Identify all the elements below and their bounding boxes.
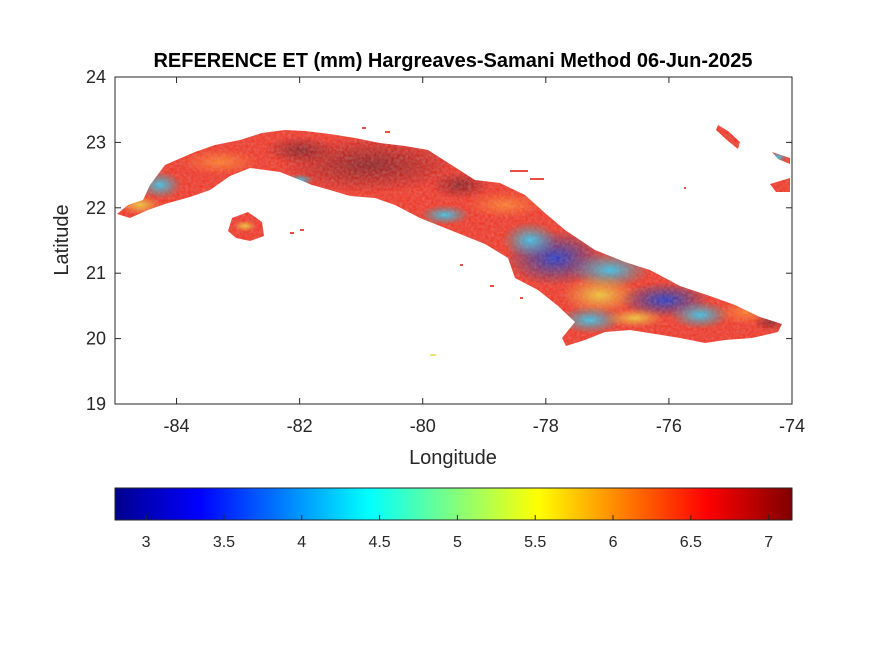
x-axis: -84 -82 -80 -78 -76 -74 bbox=[164, 77, 805, 436]
colorbar-tick-label: 4 bbox=[297, 534, 306, 551]
axes-box bbox=[114, 76, 793, 405]
y-tick-label: 19 bbox=[86, 394, 106, 414]
x-tick-label: -82 bbox=[287, 416, 313, 436]
x-axis-label: Longitude bbox=[409, 447, 497, 469]
x-tick-label: -74 bbox=[779, 416, 805, 436]
x-tick-label: -78 bbox=[533, 416, 559, 436]
y-tick-label: 20 bbox=[86, 329, 106, 349]
colorbar-tick-label: 7 bbox=[764, 534, 773, 551]
colorbar: 3 3.5 4 4.5 5 5.5 6 6.5 7 bbox=[114, 487, 793, 551]
colorbar-tick-label: 6 bbox=[609, 534, 618, 551]
y-tick-label: 22 bbox=[86, 198, 106, 218]
colorbar-tick-label: 5.5 bbox=[524, 534, 546, 551]
cays-fragments bbox=[290, 127, 686, 356]
x-tick-label: -76 bbox=[656, 416, 682, 436]
x-tick-label: -80 bbox=[410, 416, 436, 436]
colorbar-tick-label: 4.5 bbox=[368, 534, 390, 551]
colorbar-tick-label: 3 bbox=[142, 534, 151, 551]
y-axis: 19 20 21 22 23 24 bbox=[86, 67, 792, 414]
y-axis-label: Latitude bbox=[51, 204, 73, 275]
colorbar-tick-label: 6.5 bbox=[680, 534, 702, 551]
y-tick-label: 23 bbox=[86, 132, 106, 152]
plot-area: -84 -82 -80 -78 -76 -74 19 20 21 22 23 24 bbox=[86, 67, 805, 436]
colorbar-ticks: 3 3.5 4 4.5 5 5.5 6 6.5 7 bbox=[142, 515, 773, 551]
colorbar-tick-label: 5 bbox=[453, 534, 462, 551]
y-tick-label: 24 bbox=[86, 67, 106, 87]
colorbar-gradient bbox=[114, 487, 793, 521]
colorbar-tick-label: 3.5 bbox=[213, 534, 235, 551]
map-title: REFERENCE ET (mm) Hargreaves-Samani Meth… bbox=[153, 50, 752, 72]
x-tick-label: -84 bbox=[164, 416, 190, 436]
y-tick-label: 21 bbox=[86, 263, 106, 283]
